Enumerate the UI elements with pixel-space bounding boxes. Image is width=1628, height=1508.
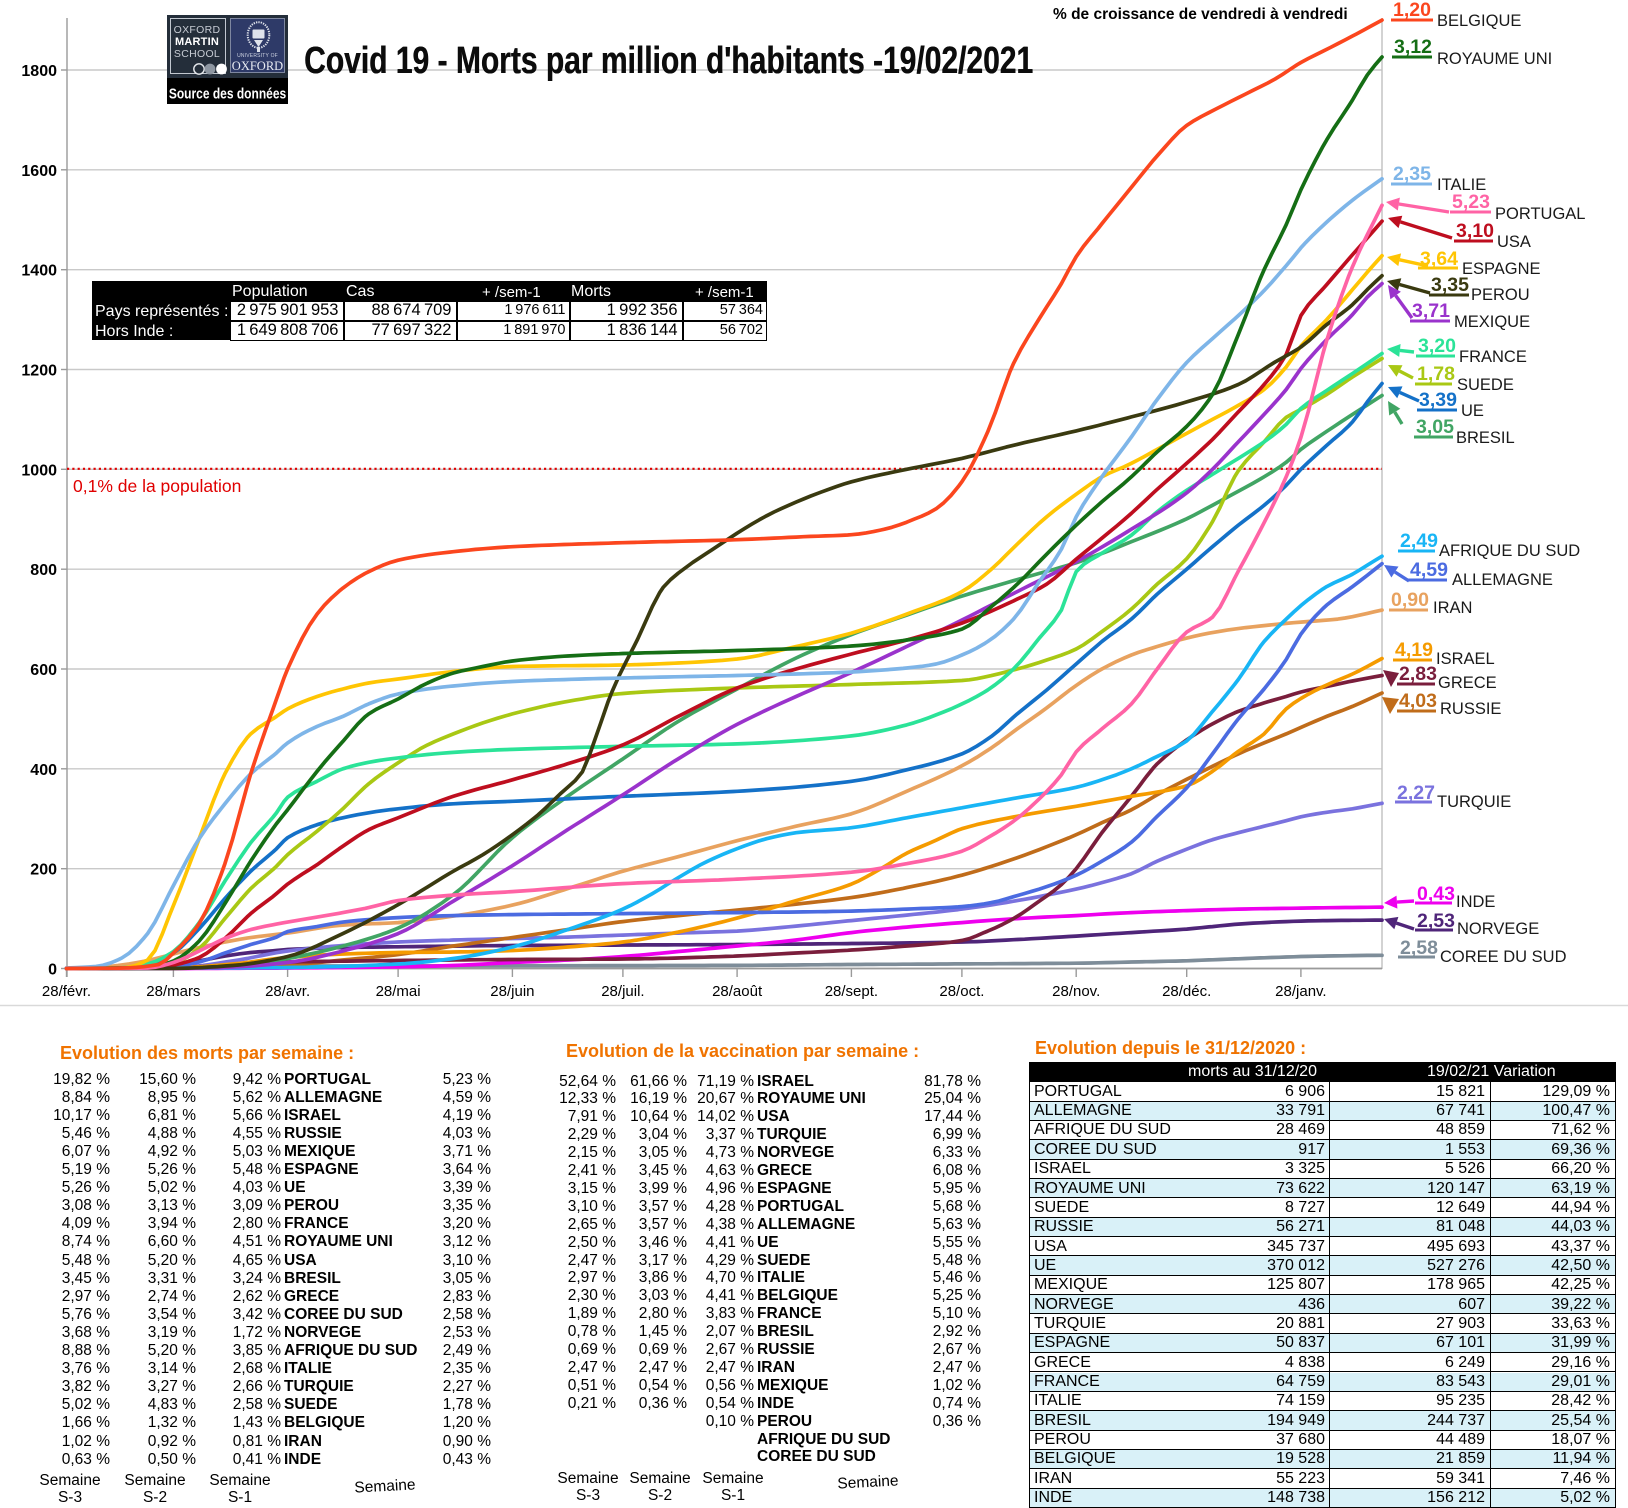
svg-text:0,90: 0,90	[1391, 589, 1429, 611]
svg-text:RUSSIE: RUSSIE	[1440, 700, 1501, 718]
svg-text:USA: USA	[1497, 233, 1531, 251]
svg-text:200: 200	[30, 862, 57, 879]
svg-text:600: 600	[30, 662, 57, 679]
svg-text:IRAN: IRAN	[1433, 599, 1472, 617]
svg-text:28/nov.: 28/nov.	[1052, 983, 1100, 1000]
svg-text:28/oct.: 28/oct.	[939, 983, 984, 1000]
svg-text:BELGIQUE: BELGIQUE	[1437, 12, 1521, 30]
svg-text:3,64: 3,64	[1420, 248, 1458, 270]
svg-text:GRECE: GRECE	[1438, 674, 1497, 692]
svg-text:MEXIQUE: MEXIQUE	[1454, 313, 1530, 331]
svg-text:28/juin: 28/juin	[490, 983, 534, 1000]
svg-text:1800: 1800	[21, 63, 57, 80]
svg-text:1000: 1000	[21, 462, 57, 479]
svg-text:2,35: 2,35	[1393, 163, 1431, 185]
svg-text:ISRAEL: ISRAEL	[1436, 650, 1495, 668]
svg-text:28/avr.: 28/avr.	[265, 983, 310, 1000]
svg-text:0,1% de la population: 0,1% de la population	[73, 476, 241, 496]
svg-text:28/janv.: 28/janv.	[1275, 983, 1326, 1000]
svg-text:1600: 1600	[21, 163, 57, 180]
svg-text:1,20: 1,20	[1393, 0, 1431, 21]
svg-text:28/mars: 28/mars	[146, 983, 200, 1000]
svg-text:3,10: 3,10	[1456, 220, 1494, 242]
svg-text:UE: UE	[1461, 402, 1484, 420]
svg-text:INDE: INDE	[1456, 893, 1495, 911]
svg-text:3,12: 3,12	[1394, 36, 1432, 58]
svg-text:28/sept.: 28/sept.	[825, 983, 878, 1000]
svg-text:800: 800	[30, 562, 57, 579]
svg-text:3,05: 3,05	[1416, 416, 1454, 438]
svg-text:5,23: 5,23	[1452, 191, 1490, 213]
svg-text:FRANCE: FRANCE	[1459, 348, 1527, 366]
svg-text:3,20: 3,20	[1418, 335, 1456, 357]
svg-text:1200: 1200	[21, 363, 57, 380]
svg-text:ITALIE: ITALIE	[1437, 176, 1486, 194]
svg-text:0,43: 0,43	[1417, 883, 1455, 905]
svg-text:3,39: 3,39	[1419, 389, 1457, 411]
svg-text:ALLEMAGNE: ALLEMAGNE	[1452, 571, 1553, 589]
svg-text:28/août: 28/août	[712, 983, 763, 1000]
svg-text:28/févr.: 28/févr.	[42, 983, 91, 1000]
svg-text:COREE DU SUD: COREE DU SUD	[1440, 948, 1567, 966]
svg-text:SUEDE: SUEDE	[1457, 376, 1514, 394]
svg-text:4,59: 4,59	[1410, 559, 1448, 581]
svg-text:28/mai: 28/mai	[376, 983, 421, 1000]
svg-text:1,78: 1,78	[1417, 363, 1455, 385]
svg-text:2,53: 2,53	[1417, 910, 1455, 932]
svg-text:ESPAGNE: ESPAGNE	[1462, 260, 1541, 278]
svg-text:% de croissance de vendredi à: % de croissance de vendredi à vendredi	[1053, 6, 1348, 23]
svg-text:28/déc.: 28/déc.	[1162, 983, 1211, 1000]
svg-text:PEROU: PEROU	[1471, 286, 1530, 304]
svg-text:4,19: 4,19	[1395, 639, 1433, 661]
svg-text:2,49: 2,49	[1400, 530, 1438, 552]
svg-text:3,71: 3,71	[1412, 300, 1450, 322]
svg-text:28/juil.: 28/juil.	[601, 983, 644, 1000]
svg-text:0: 0	[48, 962, 57, 979]
svg-text:1400: 1400	[21, 263, 57, 280]
svg-text:2,27: 2,27	[1397, 782, 1435, 804]
svg-text:PORTUGAL: PORTUGAL	[1495, 205, 1585, 223]
svg-text:2,58: 2,58	[1400, 937, 1438, 959]
svg-text:ROYAUME UNI: ROYAUME UNI	[1437, 50, 1552, 68]
svg-text:BRESIL: BRESIL	[1456, 429, 1515, 447]
svg-text:4,03: 4,03	[1399, 690, 1437, 712]
svg-text:3,35: 3,35	[1431, 274, 1469, 296]
svg-text:AFRIQUE DU SUD: AFRIQUE DU SUD	[1439, 542, 1580, 560]
svg-text:2,83: 2,83	[1399, 663, 1437, 685]
svg-text:400: 400	[30, 762, 57, 779]
svg-text:TURQUIE: TURQUIE	[1437, 793, 1511, 811]
svg-text:NORVEGE: NORVEGE	[1457, 920, 1539, 938]
